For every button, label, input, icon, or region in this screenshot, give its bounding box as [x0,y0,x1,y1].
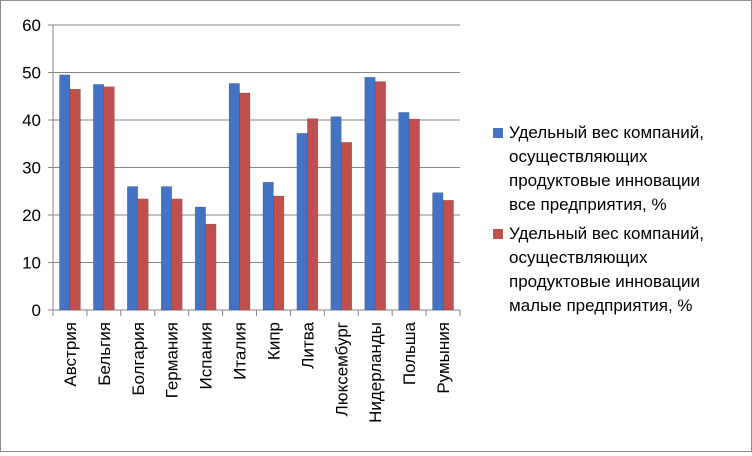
bar-all-enterprises [93,84,105,311]
bar-small-enterprises [137,198,149,311]
bar-small-enterprises [374,81,386,311]
legend-label-line: все предприятия, % [509,195,667,214]
bar-all-enterprises [262,181,274,311]
bar-small-enterprises [103,86,115,311]
x-tick-label: Нидерланды [366,322,385,423]
legend-label-line: осуществляющих [509,248,648,267]
y-tick-label: 40 [22,111,41,130]
x-tick-label: Болгария [129,322,148,396]
bar-all-enterprises [194,206,206,311]
bar-small-enterprises [307,118,319,311]
bar-small-enterprises [273,195,285,311]
x-tick-label: Кипр [264,322,283,360]
x-tick-label: Румыния [434,322,453,394]
bar-small-enterprises [239,92,251,311]
bar-small-enterprises [408,118,420,311]
legend-label-line: продуктовые инновации [509,272,701,291]
y-tick-label: 20 [22,206,41,225]
y-tick-label: 60 [22,16,41,35]
x-tick-label: Италия [231,322,250,380]
y-tick-label: 0 [32,301,41,320]
legend-swatch-all [493,128,503,138]
y-tick-label: 50 [22,64,41,83]
legend-label-line: Удельный вес компаний, [509,123,704,142]
bar-small-enterprises [205,223,217,311]
bar-all-enterprises [160,186,172,311]
bar-small-enterprises [171,198,183,311]
bar-all-enterprises [398,112,410,311]
x-tick-label: Польша [400,321,419,385]
bar-all-enterprises [432,192,444,311]
y-tick-label: 10 [22,254,41,273]
legend-item-small: Удельный вес компаний, осуществляющих пр… [493,222,751,318]
legend-label-line: продуктовые инновации [509,171,701,190]
legend-item-all: Удельный вес компаний, осуществляющих пр… [493,121,751,217]
bar-small-enterprises [341,142,353,311]
x-tick-label: Германия [163,322,182,398]
legend-label-small: Удельный вес компаний, осуществляющих пр… [509,222,751,318]
bar-small-enterprises [442,200,454,311]
bar-small-enterprises [69,88,81,311]
legend-label-line: малые предприятия, % [509,296,693,315]
bar-all-enterprises [364,77,376,311]
legend-swatch-small [493,229,503,239]
bar-all-enterprises [296,133,308,311]
legend-label-line: осуществляющих [509,147,648,166]
x-tick-label: Бельгия [95,322,114,386]
bar-all-enterprises [330,116,342,311]
y-tick-label: 30 [22,159,41,178]
x-tick-label: Австрия [61,322,80,387]
x-tick-label: Люксембург [332,322,351,416]
bar-all-enterprises [228,83,240,311]
x-tick-label: Литва [298,321,317,368]
legend: Удельный вес компаний, осуществляющих пр… [493,121,751,323]
x-tick-label: Испания [197,322,216,389]
bar-all-enterprises [59,74,71,311]
legend-label-line: Удельный вес компаний, [509,224,704,243]
bar-all-enterprises [127,186,139,311]
legend-label-all: Удельный вес компаний, осуществляющих пр… [509,121,751,217]
